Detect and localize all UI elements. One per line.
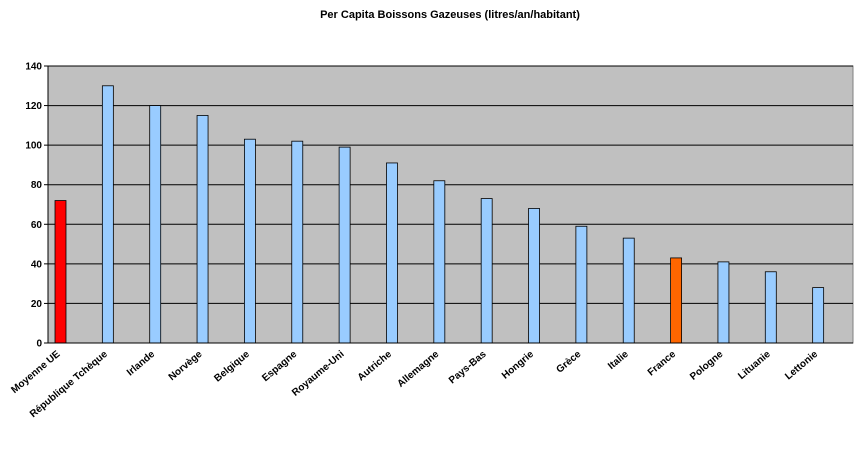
bar [480, 198, 493, 344]
y-tick-label: 40 [31, 259, 43, 270]
x-tick-label: Autriche [356, 349, 394, 384]
bar [764, 271, 777, 344]
x-tick-label: Lituanie [736, 349, 773, 382]
x-tick-label: Lettonie [783, 349, 820, 383]
bar [528, 208, 540, 344]
y-tick-label: 60 [31, 220, 43, 231]
bar [149, 105, 162, 344]
x-tick-label: Espagne [260, 349, 299, 384]
bar [338, 146, 351, 344]
x-tick-label: Belgique [212, 349, 252, 385]
y-tick-label: 20 [31, 299, 43, 310]
bar [244, 138, 256, 344]
x-tick-label: Pologne [688, 349, 726, 383]
x-tick-label: Royaume-Uni [290, 349, 347, 399]
x-tick-label: France [646, 349, 679, 379]
x-tick-label: Irlande [125, 349, 158, 379]
plot-area [47, 65, 854, 344]
bar [101, 85, 114, 344]
bar [386, 162, 398, 344]
x-tick-label: Hongrie [500, 349, 536, 382]
x-tick-label: Pays-Bas [447, 349, 489, 387]
x-tick-label: Allemagne [395, 349, 441, 390]
x-tick-label: Italie [606, 349, 631, 372]
bar [670, 257, 682, 344]
x-tick-label: Grèce [555, 349, 584, 376]
y-tick-label: 100 [25, 141, 42, 152]
y-tick-label: 140 [25, 62, 42, 73]
bar [54, 200, 67, 344]
bar [196, 115, 209, 344]
bar [291, 140, 304, 344]
y-tick-label: 0 [36, 339, 42, 350]
y-tick-label: 80 [31, 180, 43, 191]
bar [812, 287, 825, 344]
x-tick-label: République Tchèque [28, 349, 110, 420]
bar [717, 261, 730, 344]
bar [433, 180, 446, 344]
y-tick-label: 120 [25, 101, 42, 112]
bar [622, 237, 635, 344]
chart-title: Per Capita Boissons Gazeuses (litres/an/… [320, 9, 580, 21]
x-tick-label: Norvège [167, 349, 205, 383]
bar [575, 225, 588, 344]
